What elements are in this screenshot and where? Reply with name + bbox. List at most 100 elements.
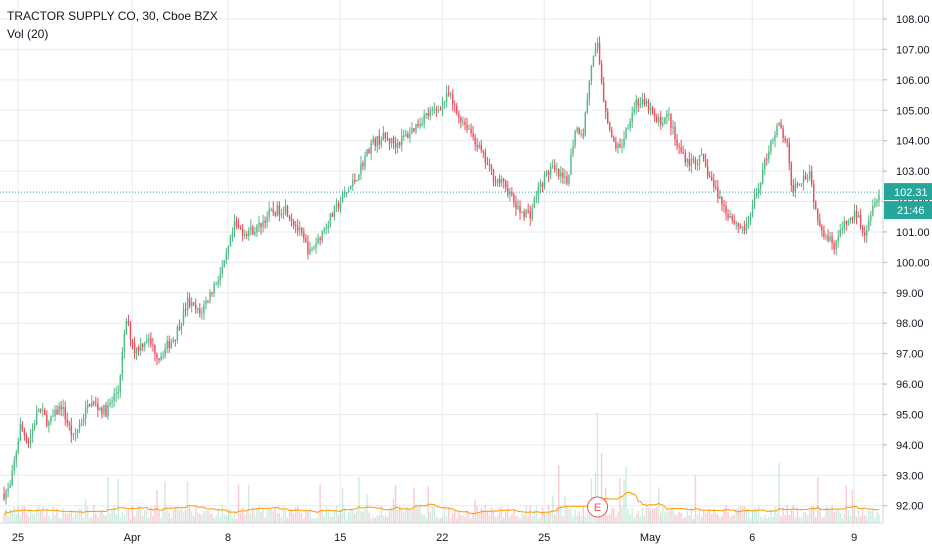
volume-bar [237, 484, 240, 523]
volume-bar [160, 518, 162, 523]
volume-bar [40, 510, 42, 523]
candle-body [386, 138, 389, 140]
y-tick-label: 108.00 [896, 14, 930, 26]
volume-bar [570, 508, 572, 523]
candle-body [398, 142, 401, 146]
volume-bar [602, 512, 605, 523]
candle-body [474, 137, 476, 145]
volume-bar [474, 499, 476, 523]
candle-body [235, 220, 238, 226]
volume-bar [527, 516, 529, 523]
volume-bar [825, 506, 827, 523]
candle-body [662, 123, 664, 125]
volume-bar [117, 478, 119, 523]
volume-bar [56, 508, 58, 523]
candle-body [655, 116, 658, 122]
candle-body [35, 411, 38, 425]
volume-bar [519, 518, 521, 523]
volume-bar [213, 517, 215, 523]
volume-bar [525, 505, 527, 523]
volume-bar [551, 495, 554, 523]
volume-bar [239, 512, 242, 523]
volume-bar [141, 515, 144, 523]
candle-body [42, 409, 44, 411]
candle-body [556, 169, 558, 171]
candle-body [651, 107, 654, 114]
price-axis[interactable]: 108.00 107.00 106.00 105.00 104.00 103.00 102.… [0, 0, 930, 524]
candle-body [50, 416, 52, 422]
volume-bar [19, 515, 22, 523]
candle-body [9, 485, 11, 488]
volume-bar [223, 514, 226, 523]
candle-body [613, 137, 615, 142]
candle-body [60, 406, 62, 410]
volume-bar [456, 518, 458, 523]
candle-body [859, 215, 862, 227]
candle-body [739, 226, 742, 228]
candle-body [62, 407, 64, 410]
time-axis[interactable]: 25 Apr 8 15 22 25 May 6 9 [12, 532, 857, 544]
x-tick-label: 6 [749, 532, 755, 544]
volume-bar [286, 518, 289, 523]
volume-bar [64, 513, 66, 523]
candle-body [178, 326, 181, 330]
candle-body [54, 409, 56, 417]
candle-body [541, 183, 544, 188]
candle-body [831, 236, 833, 244]
volume-bar [584, 516, 587, 523]
volume-bar [135, 510, 138, 523]
candle-body [44, 409, 46, 415]
volume-bar [523, 514, 525, 523]
volume-bar [172, 510, 175, 523]
volume-bar [154, 505, 156, 523]
volume-legend[interactable]: Vol (20) [7, 27, 49, 41]
volume-bar [262, 507, 264, 523]
volume-bar [186, 481, 189, 523]
candle-body [674, 126, 676, 140]
candle-body [174, 339, 177, 341]
candle-body [164, 348, 166, 356]
candle-body [97, 403, 99, 410]
volume-bar [13, 506, 15, 523]
symbol-legend[interactable]: TRACTOR SUPPLY CO, 30, Cboe BZX [7, 9, 218, 23]
volume-bar [382, 515, 385, 523]
volume-bar [711, 514, 713, 523]
volume-bar [396, 509, 399, 523]
volume-bar [733, 514, 735, 523]
volume-bar [562, 516, 564, 523]
earnings-marker[interactable]: E [587, 496, 609, 518]
candle-body [337, 203, 340, 209]
volume-bar [435, 516, 438, 523]
candle-body [135, 347, 138, 354]
volume-bar [515, 516, 517, 523]
volume-bar [586, 513, 589, 523]
candle-body [580, 134, 582, 136]
candle-body [725, 205, 727, 214]
candle-body [162, 355, 164, 357]
volume-bar [123, 515, 126, 523]
candle-body [708, 176, 711, 178]
candle-body [696, 164, 699, 166]
volume-bar [859, 516, 862, 523]
volume-bar [749, 518, 752, 523]
candle-body [390, 138, 393, 144]
candle-body [774, 134, 776, 141]
candle-body [460, 117, 462, 123]
candle-body [160, 355, 162, 360]
volume-bar [535, 506, 538, 523]
candle-body [419, 123, 421, 127]
volume-bar [694, 475, 697, 523]
candle-body [653, 113, 656, 117]
candle-body [276, 205, 279, 216]
volume-bar [553, 514, 556, 523]
candle-body [874, 203, 876, 206]
volume-bar [835, 510, 837, 523]
volume-bar [498, 507, 501, 523]
candle-body [786, 140, 788, 143]
volume-bar [798, 516, 801, 523]
candle-body [58, 406, 60, 415]
volume-bar [46, 508, 48, 523]
volume-bar [168, 512, 170, 523]
candle-body [600, 63, 603, 83]
